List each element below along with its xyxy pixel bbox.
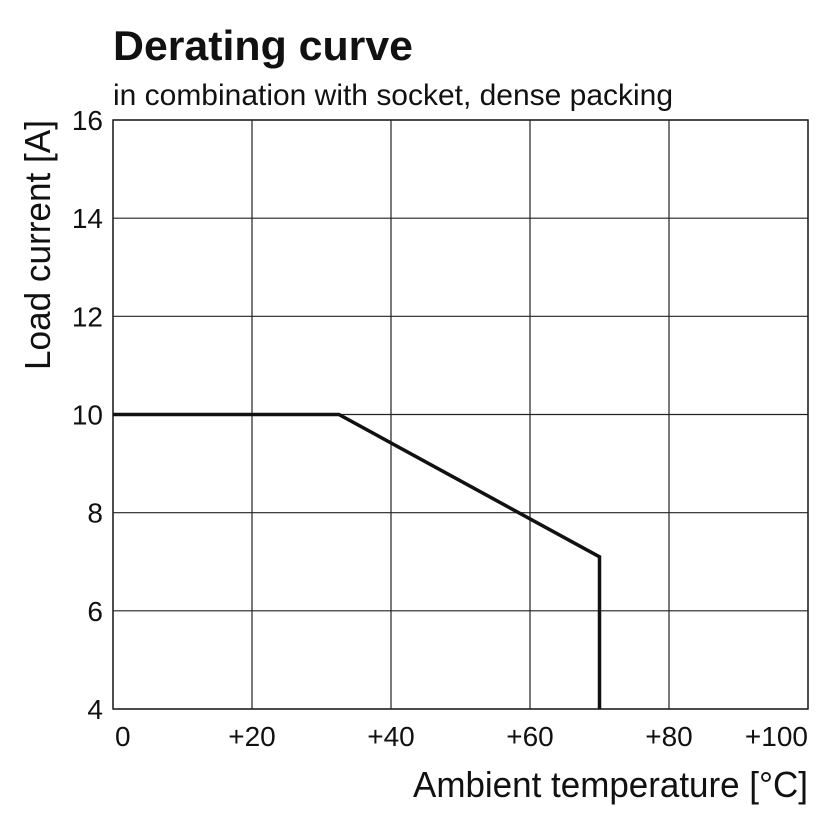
x-tick-label: +100 bbox=[745, 721, 808, 752]
chart-subtitle: in combination with socket, dense packin… bbox=[113, 79, 673, 112]
y-tick-label: 4 bbox=[87, 694, 103, 725]
x-tick-label: 0 bbox=[115, 721, 131, 752]
x-tick-label: +40 bbox=[367, 721, 415, 752]
y-tick-label: 10 bbox=[72, 400, 103, 431]
x-tick-label: +60 bbox=[506, 721, 554, 752]
y-tick-label: 6 bbox=[87, 596, 103, 627]
y-tick-label: 12 bbox=[72, 301, 103, 332]
y-tick-label: 16 bbox=[72, 105, 103, 136]
y-tick-label: 8 bbox=[87, 498, 103, 529]
chart-title: Derating curve bbox=[113, 22, 413, 69]
y-axis-label: Load current [A] bbox=[17, 120, 58, 370]
data-line bbox=[113, 412, 602, 709]
x-tick-label: +80 bbox=[645, 721, 693, 752]
y-tick-label: 14 bbox=[72, 203, 103, 234]
x-axis-label: Ambient temperature [°C] bbox=[413, 764, 808, 805]
x-tick-label: +20 bbox=[228, 721, 276, 752]
